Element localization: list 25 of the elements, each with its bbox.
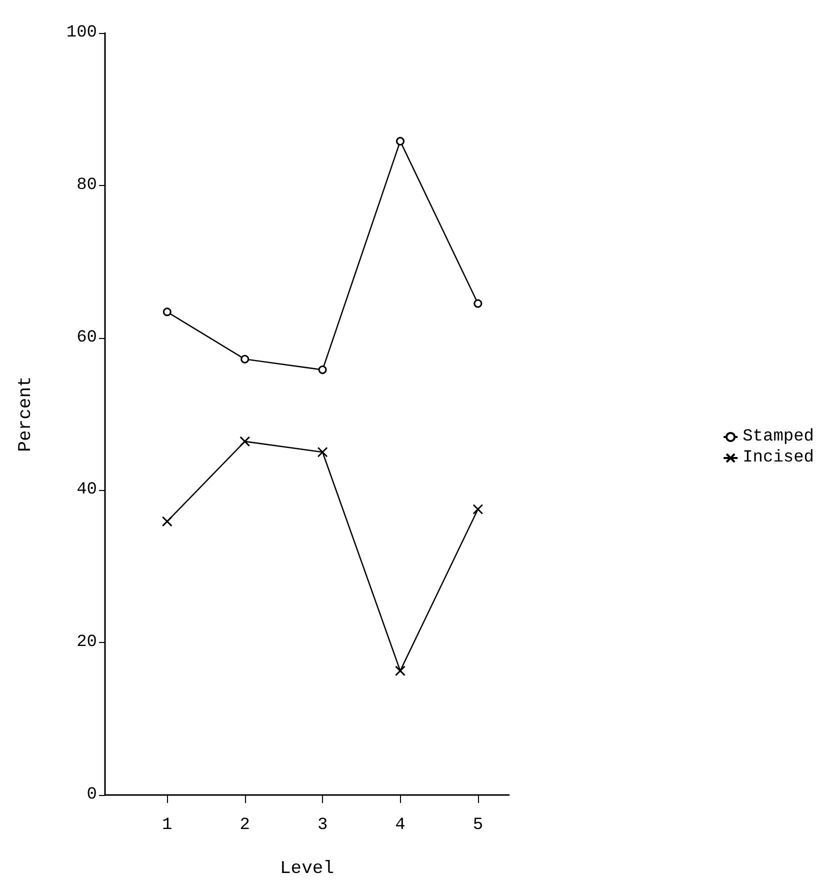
- legend-label: Incised: [742, 448, 814, 468]
- y-tick-label: 20: [76, 633, 97, 652]
- x-tick-label: 2: [240, 816, 250, 835]
- point: [317, 446, 328, 458]
- x-tick-label: 1: [162, 816, 172, 835]
- point: [472, 504, 484, 514]
- y-tick-label: 80: [76, 176, 97, 195]
- point: [240, 354, 250, 364]
- x-tick-label: 4: [395, 816, 406, 835]
- point: [240, 436, 250, 447]
- x-axis-title: Level: [280, 859, 334, 879]
- point: [396, 136, 404, 146]
- y-tick-label: 100: [66, 24, 97, 42]
- point: [162, 516, 172, 527]
- y-axis-title: Percent: [16, 376, 36, 452]
- y-tick-label: 0: [86, 786, 97, 804]
- point: [318, 366, 327, 374]
- x-tick-label: 3: [317, 816, 328, 835]
- x-tick-label: 5: [472, 816, 484, 835]
- point: [474, 299, 482, 308]
- point: [394, 666, 406, 676]
- y-tick-label: 60: [76, 328, 97, 348]
- legend-label: Stamped: [742, 428, 814, 446]
- y-tick-label: 40: [76, 480, 97, 500]
- point: [162, 308, 172, 316]
